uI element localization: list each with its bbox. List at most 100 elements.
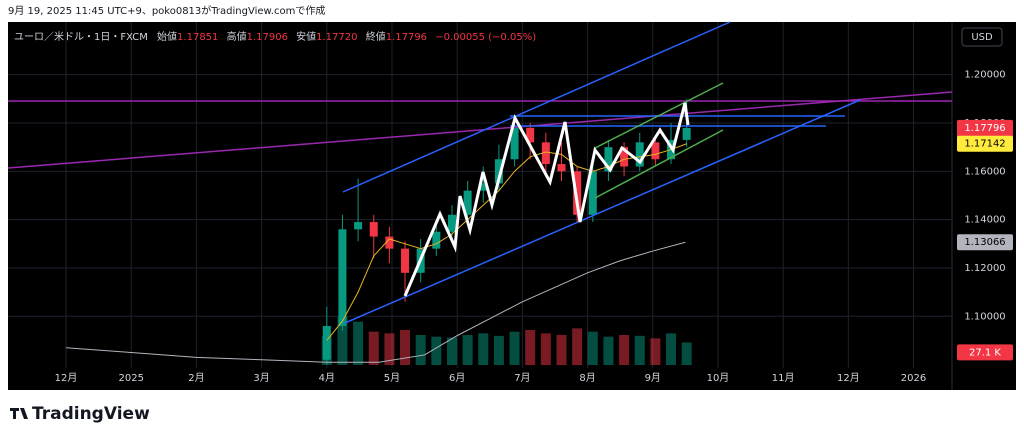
x-tick-label: 11月 — [772, 372, 795, 384]
legend-value: 1.17851 — [177, 32, 218, 43]
volume-bar — [525, 330, 536, 365]
volume-bar — [431, 336, 442, 365]
y-tick-label: 1.14000 — [964, 215, 1005, 226]
small-channel — [594, 129, 724, 199]
volume-bar — [572, 328, 583, 365]
zigzag-drawing — [403, 102, 690, 297]
price-label-bg — [957, 135, 1013, 152]
volume-bar — [634, 335, 645, 365]
price-axis: 1.200001.180001.160001.140001.120001.100… — [55, 70, 1013, 384]
y-tick-label: 1.10000 — [964, 311, 1005, 322]
candle-body — [604, 147, 613, 172]
volume-label-bg — [957, 344, 1013, 361]
currency: USD — [971, 32, 993, 43]
x-tick-label: 2026 — [901, 373, 926, 384]
candle-body — [322, 325, 331, 360]
volume-bar — [619, 335, 630, 365]
legend-change: −0.00055 (−0.05%) — [435, 32, 536, 43]
volume-bar — [446, 337, 457, 365]
candle-body — [620, 147, 629, 167]
volume-bar — [540, 333, 551, 365]
legend-value: 1.17906 — [247, 32, 288, 43]
candle-body — [494, 159, 503, 184]
x-tick-label: 5月 — [384, 372, 400, 384]
legend-label: 始値 — [157, 30, 177, 43]
logo-text: TradingView — [32, 404, 150, 424]
currency-button[interactable] — [961, 27, 1003, 47]
trend-line — [7, 91, 953, 169]
price-label: 1.17796 — [964, 123, 1005, 134]
price-label: 1.13066 — [964, 237, 1005, 248]
volume-bar — [493, 335, 504, 365]
x-tick-label: 3月 — [253, 372, 269, 384]
legend-label: 安値 — [296, 30, 316, 43]
volume-bar — [368, 331, 379, 365]
volume-bar — [462, 335, 473, 365]
volume-bar — [353, 321, 364, 365]
candle-body — [385, 236, 394, 249]
candle-body — [463, 190, 472, 215]
symbol: ユーロ／米ドル・1日・FXCM — [14, 30, 148, 43]
x-tick-label: 10月 — [707, 372, 730, 384]
volume-bar — [384, 333, 395, 365]
volume-bar — [400, 330, 411, 365]
x-tick-label: 2025 — [118, 373, 143, 384]
legend-label: 終値 — [366, 30, 386, 43]
candle-body — [635, 142, 644, 167]
volume-bar — [603, 336, 614, 365]
price-label-bg — [957, 234, 1013, 251]
legend: ユーロ／米ドル・1日・FXCM 始値1.17851 高値1.17906 安値1.… — [14, 30, 536, 43]
x-tick-label: 12月 — [837, 372, 860, 384]
x-tick-label: 2月 — [188, 372, 204, 384]
candle-body — [651, 142, 660, 160]
channel-lower — [344, 99, 861, 324]
candle-body — [369, 222, 378, 237]
grid — [8, 22, 952, 368]
volume-bar — [415, 335, 426, 365]
x-tick-label: 7月 — [514, 372, 530, 384]
logo-icon — [10, 408, 28, 419]
candle-body — [479, 183, 488, 191]
candle-body — [432, 231, 441, 249]
price-label: 1.17142 — [964, 139, 1005, 150]
volume-bar — [337, 316, 348, 365]
candle-body — [510, 127, 519, 160]
drawings — [7, 21, 953, 324]
y-tick-label: 1.20000 — [964, 70, 1005, 81]
volume-bar — [650, 338, 661, 365]
x-tick-label: 4月 — [319, 372, 335, 384]
channel-upper — [342, 21, 731, 193]
legend-value: 1.17796 — [386, 32, 427, 43]
candle-body — [447, 214, 456, 232]
x-tick-label: 12月 — [55, 372, 78, 384]
x-tick-label: 8月 — [579, 372, 595, 384]
y-tick-label: 1.12000 — [964, 263, 1005, 274]
volume-bar — [478, 333, 489, 365]
volume-bar — [509, 331, 520, 365]
legend-value: 1.17720 — [316, 32, 357, 43]
candle-body — [338, 229, 347, 326]
small-channel — [594, 82, 724, 149]
volume-bar — [556, 335, 567, 365]
y-tick-label: 1.16000 — [964, 166, 1005, 177]
legend-label: 高値 — [227, 30, 247, 43]
candle-body — [401, 248, 410, 273]
caption: 9月 19, 2025 11:45 UTC+9、poko0813がTrading… — [8, 4, 325, 17]
x-tick-label: 6月 — [449, 372, 465, 384]
volume-bar — [666, 333, 677, 365]
candle-body — [557, 164, 566, 172]
volume-label: 27.1 K — [969, 347, 1001, 358]
moving-average — [326, 143, 687, 341]
candle-body — [588, 171, 597, 215]
volume-bar — [587, 331, 598, 365]
candle-body — [354, 222, 363, 230]
moving-average — [65, 241, 686, 363]
logo: TradingView — [10, 404, 150, 424]
x-tick-label: 9月 — [645, 372, 661, 384]
candle-body — [526, 127, 535, 143]
candle-body — [541, 142, 550, 165]
candle-body — [682, 127, 691, 140]
volume-bar — [681, 342, 692, 365]
